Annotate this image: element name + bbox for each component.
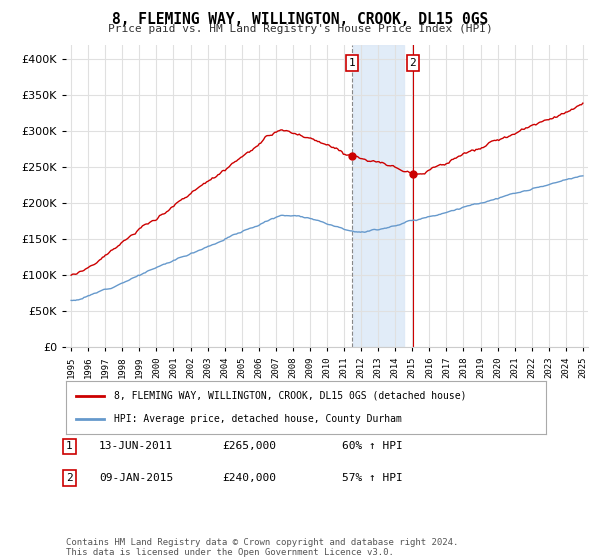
Text: 8, FLEMING WAY, WILLINGTON, CROOK, DL15 0GS (detached house): 8, FLEMING WAY, WILLINGTON, CROOK, DL15 … bbox=[114, 391, 467, 401]
Text: £240,000: £240,000 bbox=[222, 473, 276, 483]
Text: 09-JAN-2015: 09-JAN-2015 bbox=[99, 473, 173, 483]
Text: 1: 1 bbox=[349, 58, 355, 68]
Text: 1: 1 bbox=[66, 441, 73, 451]
Bar bbox=[353, 45, 404, 347]
Text: 57% ↑ HPI: 57% ↑ HPI bbox=[342, 473, 403, 483]
Text: 13-JUN-2011: 13-JUN-2011 bbox=[99, 441, 173, 451]
Text: Price paid vs. HM Land Registry's House Price Index (HPI): Price paid vs. HM Land Registry's House … bbox=[107, 24, 493, 34]
Text: £265,000: £265,000 bbox=[222, 441, 276, 451]
Text: 8, FLEMING WAY, WILLINGTON, CROOK, DL15 0GS: 8, FLEMING WAY, WILLINGTON, CROOK, DL15 … bbox=[112, 12, 488, 27]
Text: Contains HM Land Registry data © Crown copyright and database right 2024.
This d: Contains HM Land Registry data © Crown c… bbox=[66, 538, 458, 557]
Text: 60% ↑ HPI: 60% ↑ HPI bbox=[342, 441, 403, 451]
Text: 2: 2 bbox=[409, 58, 416, 68]
Text: HPI: Average price, detached house, County Durham: HPI: Average price, detached house, Coun… bbox=[114, 414, 402, 424]
Text: 2: 2 bbox=[66, 473, 73, 483]
